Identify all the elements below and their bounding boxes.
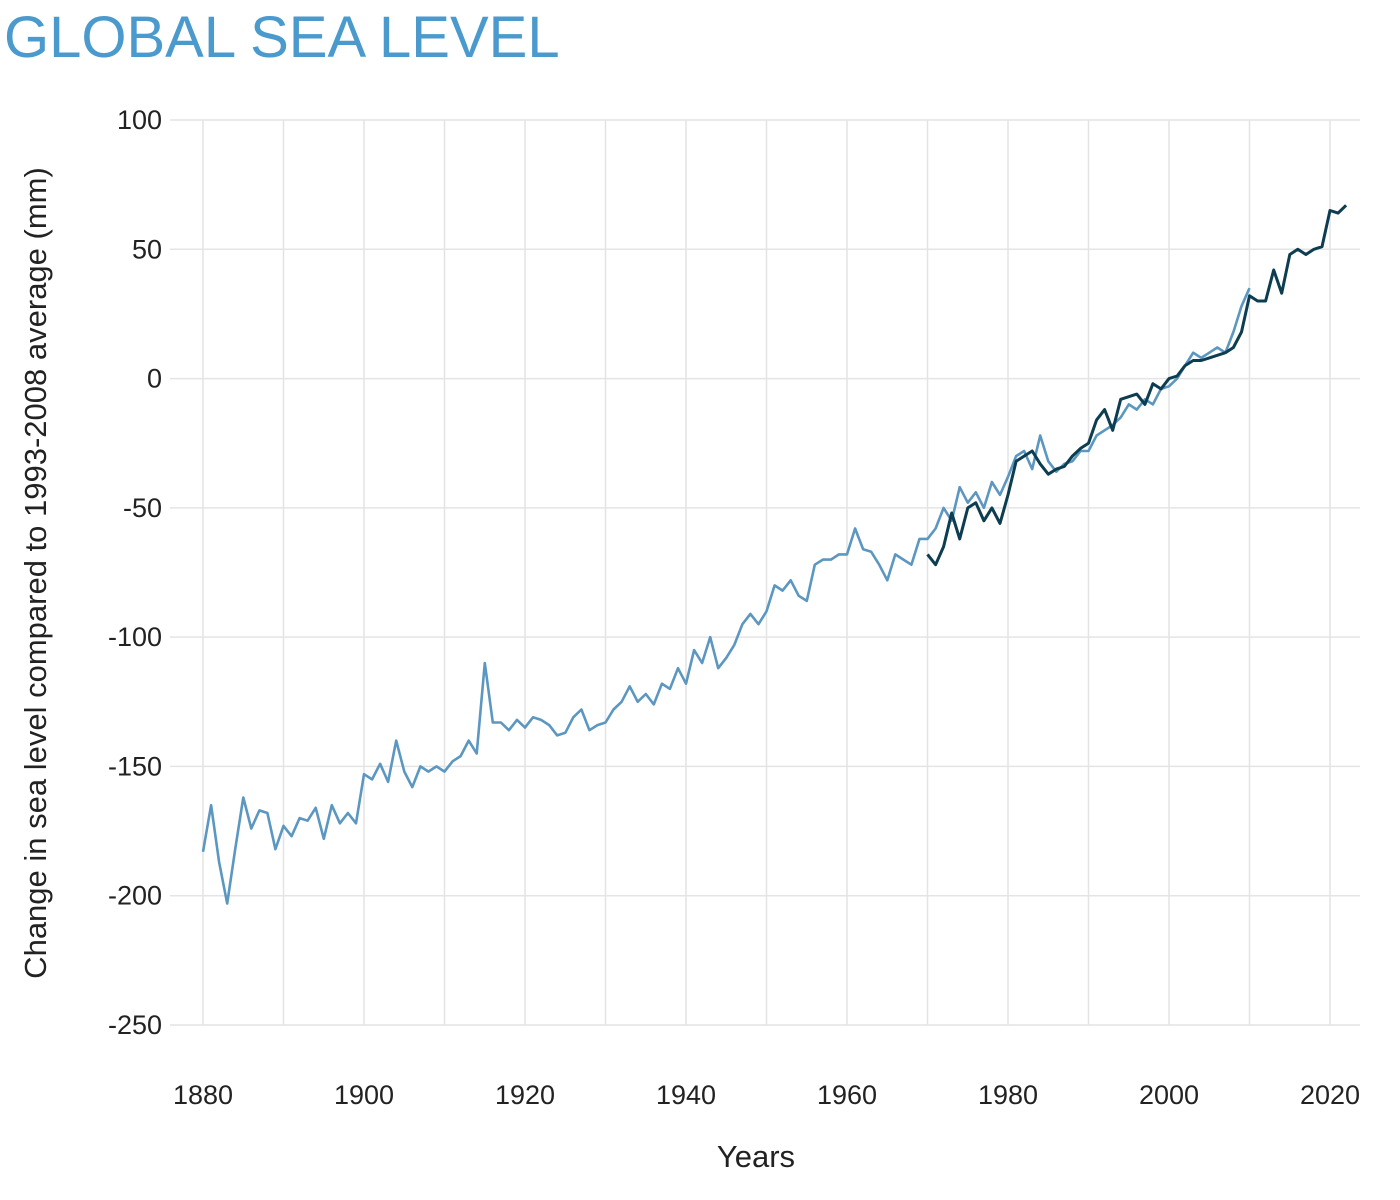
y-axis-label: Change in sea level compared to 1993-200… bbox=[18, 167, 53, 979]
y-tick-label: 50 bbox=[132, 234, 162, 264]
series-line-dark bbox=[926, 204, 1348, 567]
y-tick-label: 100 bbox=[117, 105, 162, 135]
gridlines bbox=[170, 119, 1360, 1026]
y-tick-label: -150 bbox=[108, 751, 162, 781]
tick-labels: 100 50 0 -50 -100 -150 -200 -250 1880 1900 1920 194… bbox=[108, 105, 1360, 1110]
y-tick-label: -250 bbox=[108, 1010, 162, 1040]
y-tick-label: -50 bbox=[123, 493, 162, 523]
x-tick-label: 1960 bbox=[817, 1080, 877, 1110]
chart-title: GLOBAL SEA LEVEL bbox=[4, 5, 560, 70]
y-tick-label: 0 bbox=[147, 364, 162, 394]
x-tick-label: 1920 bbox=[495, 1080, 555, 1110]
y-tick-label: -100 bbox=[108, 622, 162, 652]
x-axis-label: Years bbox=[717, 1139, 795, 1174]
series-line-light bbox=[201, 287, 1251, 905]
x-tick-label: 1940 bbox=[656, 1080, 716, 1110]
x-tick-label: 1980 bbox=[978, 1080, 1038, 1110]
series-lines bbox=[201, 204, 1348, 905]
x-tick-label: 2000 bbox=[1139, 1080, 1199, 1110]
y-tick-label: -200 bbox=[108, 881, 162, 911]
x-tick-label: 1900 bbox=[334, 1080, 394, 1110]
x-tick-label: 1880 bbox=[173, 1080, 233, 1110]
x-tick-label: 2020 bbox=[1300, 1080, 1360, 1110]
